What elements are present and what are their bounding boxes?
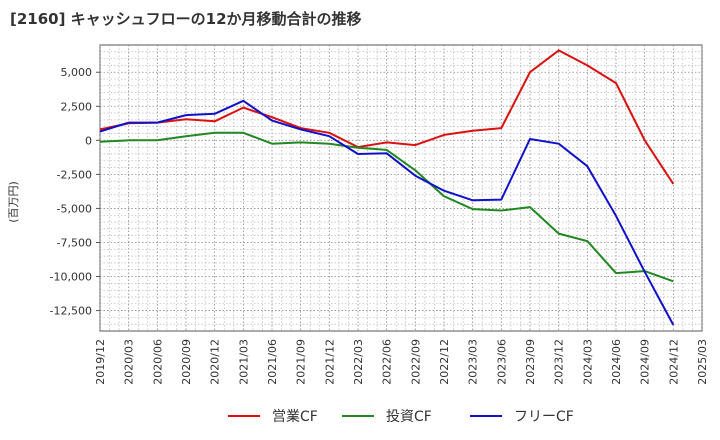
x-tick-label: 2020/03 (123, 339, 136, 385)
x-tick-label: 2021/09 (295, 339, 308, 385)
y-tick-label: -7,500 (57, 236, 92, 249)
x-tick-label: 2024/03 (581, 339, 594, 385)
x-tick-labels: 2019/12 2020/03 2020/06 2020/09 2020/12 2021/… (94, 339, 709, 385)
y-tick-label: -2,500 (57, 168, 92, 181)
grid-lines (99, 45, 703, 331)
x-tick-label: 2023/03 (467, 339, 480, 385)
legend: 営業CF 投資CF フリーCF (228, 409, 574, 425)
x-tick-label: 2021/06 (266, 339, 279, 385)
y-tick-label: -10,000 (50, 271, 92, 284)
y-axis-label: (百万円) (7, 181, 20, 223)
y-tick-label: -5,000 (57, 202, 92, 215)
x-tick-label: 2022/03 (352, 339, 365, 385)
x-tick-label: 2020/09 (180, 339, 193, 385)
x-tick-label: 2021/12 (323, 339, 336, 385)
x-tick-label: 2022/09 (409, 339, 422, 385)
x-tick-label: 2022/06 (381, 339, 394, 385)
y-tick-label: 0 (85, 134, 92, 147)
x-tick-label: 2023/06 (495, 339, 508, 385)
y-tick-label: -12,500 (50, 305, 92, 318)
series-lines (99, 49, 675, 326)
y-tick-label: 2,500 (61, 100, 93, 113)
x-tick-label: 2024/12 (667, 339, 680, 385)
x-tick-label: 2020/06 (151, 339, 164, 385)
x-tick-label: 2025/03 (696, 339, 709, 385)
series-line (99, 131, 674, 283)
x-tick-label: 2022/12 (438, 339, 451, 385)
legend-label: 投資CF (386, 409, 432, 425)
x-tick-label: 2023/12 (553, 339, 566, 385)
legend-label: フリーCF (514, 409, 574, 425)
x-tick-label: 2021/03 (237, 339, 250, 385)
chart-title: [2160] キャッシュフローの12か月移動合計の推移 (10, 10, 362, 28)
y-tick-labels: 5,000 2,500 0 -2,500 -5,000 -7,500 -10,000 -12,… (50, 66, 100, 318)
x-tick-label: 2019/12 (94, 339, 107, 385)
y-tick-label: 5,000 (61, 66, 93, 79)
series-line (99, 99, 675, 326)
x-tick-label: 2024/09 (639, 339, 652, 385)
series-line (99, 49, 675, 185)
x-tick-label: 2023/09 (524, 339, 537, 385)
x-tick-label: 2024/06 (610, 339, 623, 385)
x-tick-label: 2020/12 (209, 339, 222, 385)
legend-label: 営業CF (272, 409, 318, 425)
